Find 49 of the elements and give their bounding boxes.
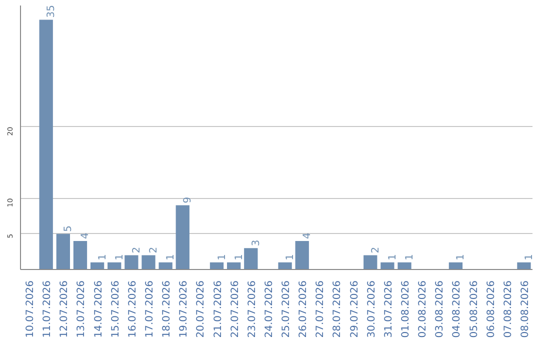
- data-label: 1: [285, 254, 296, 260]
- x-tick-label: 30.07.2026: [366, 280, 378, 338]
- x-tick-label: 17.07.2026: [144, 280, 156, 338]
- x-tick-label: 27.07.2026: [315, 280, 326, 338]
- x-tick-label: 03.08.2026: [434, 280, 446, 338]
- x-tick-label: 15.07.2026: [110, 280, 122, 338]
- x-tick-label: 21.07.2026: [212, 280, 224, 338]
- data-label: 1: [114, 254, 126, 260]
- x-tick-label: 25.07.2026: [281, 280, 292, 338]
- x-tick-label: 28.07.2026: [332, 280, 344, 338]
- x-tick-label: 16.07.2026: [127, 280, 138, 338]
- x-tick-label: 08.08.2026: [520, 280, 531, 338]
- data-label: 2: [148, 246, 160, 254]
- x-tick-label: 23.07.2026: [246, 280, 258, 338]
- x-tick-label: 24.07.2026: [264, 280, 275, 338]
- data-label: 3: [250, 240, 262, 246]
- data-label: 1: [216, 254, 228, 260]
- x-tick-label: 05.08.2026: [468, 280, 480, 338]
- x-tick-label: 26.07.2026: [298, 280, 310, 338]
- data-label: 1: [387, 254, 398, 260]
- data-label: 2: [131, 246, 142, 254]
- data-label: 1: [97, 254, 108, 260]
- data-label: 1: [404, 254, 416, 260]
- x-tick-label: 02.08.2026: [418, 280, 429, 338]
- x-tick-label: 10.07.2026: [25, 280, 36, 338]
- x-tick-label: 18.07.2026: [162, 280, 173, 338]
- x-tick-label: 22.07.2026: [230, 280, 241, 338]
- x-tick-label: 07.08.2026: [502, 280, 514, 338]
- x-tick-label: 20.07.2026: [196, 280, 207, 338]
- x-tick-label: 12.07.2026: [59, 280, 70, 338]
- data-label: 2: [370, 246, 382, 254]
- data-label: 35: [46, 5, 58, 18]
- data-label: 1: [524, 254, 535, 260]
- x-tick-label: 11.07.2026: [42, 280, 54, 338]
- data-label: 5: [63, 225, 74, 232]
- data-label: 9: [182, 196, 194, 204]
- x-tick-label: 13.07.2026: [76, 280, 88, 338]
- data-label: 1: [456, 254, 467, 260]
- x-tick-label: 31.07.2026: [383, 280, 394, 338]
- x-tick-label: 29.07.2026: [349, 280, 360, 338]
- data-label: 4: [302, 232, 314, 239]
- data-label: 1: [234, 254, 245, 260]
- data-label: 4: [80, 232, 92, 239]
- data-label: 1: [166, 254, 177, 260]
- x-tick-label: 19.07.2026: [178, 280, 190, 338]
- x-tick-label: 06.08.2026: [486, 280, 497, 338]
- x-tick-label: 01.08.2026: [400, 280, 412, 338]
- x-tick-label: 14.07.2026: [93, 280, 104, 338]
- x-tick-label: 04.08.2026: [452, 280, 463, 338]
